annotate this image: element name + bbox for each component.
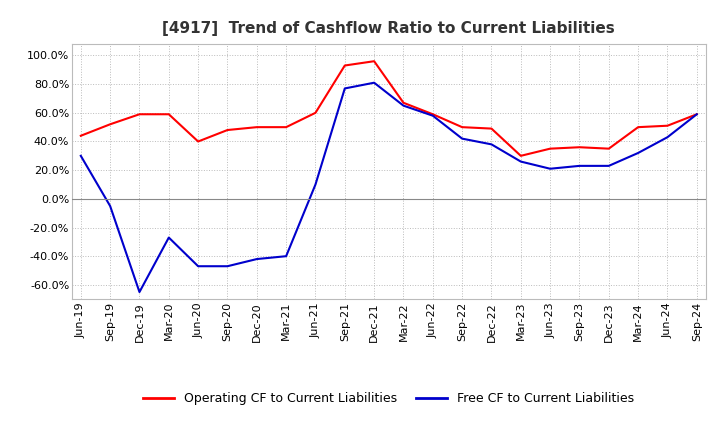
Free CF to Current Liabilities — [487, 142, 496, 147]
Free CF to Current Liabilities — [135, 290, 144, 295]
Free CF to Current Liabilities — [194, 264, 202, 269]
Free CF to Current Liabilities — [106, 203, 114, 209]
Operating CF to Current Liabilities — [399, 100, 408, 106]
Free CF to Current Liabilities — [164, 235, 173, 240]
Free CF to Current Liabilities — [605, 163, 613, 169]
Free CF to Current Liabilities — [546, 166, 554, 171]
Free CF to Current Liabilities — [575, 163, 584, 169]
Free CF to Current Liabilities — [399, 103, 408, 108]
Free CF to Current Liabilities — [282, 253, 290, 259]
Operating CF to Current Liabilities — [194, 139, 202, 144]
Free CF to Current Liabilities — [428, 113, 437, 118]
Free CF to Current Liabilities — [516, 159, 525, 164]
Operating CF to Current Liabilities — [546, 146, 554, 151]
Operating CF to Current Liabilities — [282, 125, 290, 130]
Operating CF to Current Liabilities — [428, 112, 437, 117]
Operating CF to Current Liabilities — [693, 112, 701, 117]
Operating CF to Current Liabilities — [223, 128, 232, 133]
Operating CF to Current Liabilities — [135, 112, 144, 117]
Free CF to Current Liabilities — [341, 86, 349, 91]
Operating CF to Current Liabilities — [458, 125, 467, 130]
Title: [4917]  Trend of Cashflow Ratio to Current Liabilities: [4917] Trend of Cashflow Ratio to Curren… — [163, 21, 615, 36]
Operating CF to Current Liabilities — [634, 125, 642, 130]
Operating CF to Current Liabilities — [253, 125, 261, 130]
Operating CF to Current Liabilities — [341, 63, 349, 68]
Free CF to Current Liabilities — [370, 80, 379, 85]
Free CF to Current Liabilities — [223, 264, 232, 269]
Line: Free CF to Current Liabilities: Free CF to Current Liabilities — [81, 83, 697, 292]
Operating CF to Current Liabilities — [311, 110, 320, 115]
Operating CF to Current Liabilities — [106, 121, 114, 127]
Free CF to Current Liabilities — [693, 112, 701, 117]
Operating CF to Current Liabilities — [663, 123, 672, 128]
Line: Operating CF to Current Liabilities: Operating CF to Current Liabilities — [81, 61, 697, 156]
Free CF to Current Liabilities — [253, 257, 261, 262]
Operating CF to Current Liabilities — [575, 145, 584, 150]
Operating CF to Current Liabilities — [370, 59, 379, 64]
Free CF to Current Liabilities — [76, 153, 85, 158]
Free CF to Current Liabilities — [634, 150, 642, 156]
Operating CF to Current Liabilities — [487, 126, 496, 131]
Operating CF to Current Liabilities — [76, 133, 85, 139]
Free CF to Current Liabilities — [311, 182, 320, 187]
Operating CF to Current Liabilities — [605, 146, 613, 151]
Operating CF to Current Liabilities — [164, 112, 173, 117]
Free CF to Current Liabilities — [663, 135, 672, 140]
Operating CF to Current Liabilities — [516, 153, 525, 158]
Legend: Operating CF to Current Liabilities, Free CF to Current Liabilities: Operating CF to Current Liabilities, Fre… — [138, 387, 639, 410]
Free CF to Current Liabilities — [458, 136, 467, 141]
